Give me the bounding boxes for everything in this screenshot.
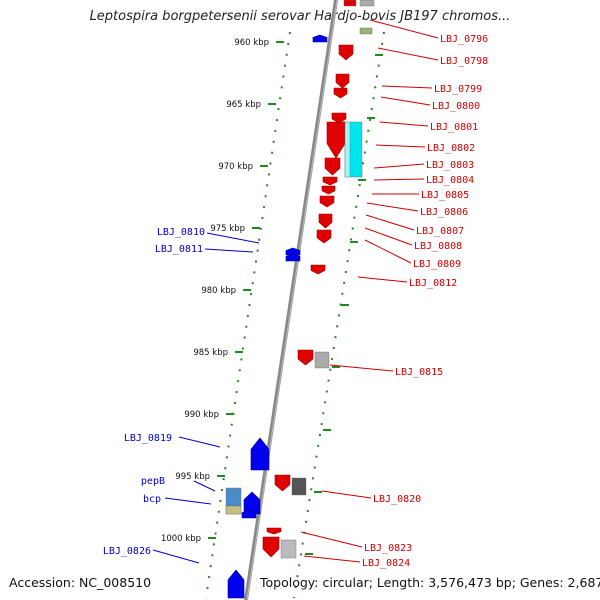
gene-label-lbj_0806[interactable]: LBJ_0806 xyxy=(420,207,468,218)
olive-feature[interactable] xyxy=(359,27,373,35)
forward-gene-arrow[interactable] xyxy=(326,121,346,159)
gene-label-lbj_0801[interactable]: LBJ_0801 xyxy=(430,122,478,133)
forward-gene-arrow[interactable] xyxy=(335,73,350,89)
forward-leader-line xyxy=(321,490,372,499)
kbp-tick-label: 960 kbp xyxy=(234,38,269,48)
gene-label-lbj_0823[interactable]: LBJ_0823 xyxy=(364,543,412,554)
forward-gene-arrow[interactable] xyxy=(266,527,282,535)
forward-leader-line xyxy=(364,227,413,246)
dark-gray-feature[interactable] xyxy=(291,477,307,496)
reverse-gene-arrow[interactable] xyxy=(312,34,328,43)
forward-leader-line xyxy=(329,364,394,372)
forward-leader-line xyxy=(375,144,426,148)
forward-gene-arrow[interactable] xyxy=(338,44,354,61)
kbp-tick-label: 990 kbp xyxy=(184,410,219,420)
gene-label-lbj_0807[interactable]: LBJ_0807 xyxy=(416,226,464,237)
gene-label-lbj_0819[interactable]: LBJ_0819 xyxy=(124,433,172,444)
forward-leader-line xyxy=(364,239,412,264)
reverse-gene-arrow[interactable] xyxy=(250,437,270,471)
reverse-leader-line xyxy=(152,549,200,564)
gray-feature[interactable] xyxy=(314,351,330,369)
forward-gene-arrow[interactable] xyxy=(321,185,336,195)
gene-label-lbj_0805[interactable]: LBJ_0805 xyxy=(421,190,469,201)
gene-label-lbj_0815[interactable]: LBJ_0815 xyxy=(395,367,443,378)
kbp-tick-label: 980 kbp xyxy=(201,286,236,296)
right-tick-track xyxy=(293,31,385,599)
map-title: Leptospira borgpetersenii serovar Hardjo… xyxy=(89,9,511,24)
gene-label-lbj_0800[interactable]: LBJ_0800 xyxy=(432,101,480,112)
left-tick-track xyxy=(205,31,291,599)
reverse-leader-line xyxy=(193,480,216,492)
forward-leader-line xyxy=(300,531,363,548)
gene-label-pepb[interactable]: pepB xyxy=(141,476,165,487)
gene-label-lbj_0799[interactable]: LBJ_0799 xyxy=(434,84,482,95)
gene-label-bcp[interactable]: bcp xyxy=(143,494,161,505)
reverse-gene-arrow[interactable] xyxy=(227,569,245,599)
gene-label-lbj_0803[interactable]: LBJ_0803 xyxy=(426,160,474,171)
forward-leader-line xyxy=(373,163,425,169)
forward-gene-arrow[interactable] xyxy=(319,195,335,208)
gene-label-lbj_0820[interactable]: LBJ_0820 xyxy=(373,494,421,505)
kbp-tick-label: 965 kbp xyxy=(226,100,261,110)
reverse-gene-arrow[interactable] xyxy=(285,253,301,262)
forward-leader-line xyxy=(366,202,419,212)
reverse-leader-line xyxy=(206,232,260,244)
gene-label-lbj_0808[interactable]: LBJ_0808 xyxy=(414,241,462,252)
gene-label-lbj_0810[interactable]: LBJ_0810 xyxy=(157,227,205,238)
reverse-leader-line xyxy=(178,436,221,448)
forward-gene-arrow[interactable] xyxy=(274,474,291,492)
reverse-gene-arrow[interactable] xyxy=(243,491,261,515)
forward-leader-line xyxy=(303,555,361,563)
forward-leader-line xyxy=(377,47,439,61)
gray-feature[interactable] xyxy=(359,0,375,7)
forward-leader-line xyxy=(381,85,433,89)
gray-feature[interactable] xyxy=(280,539,297,559)
backbone-highlight xyxy=(246,0,338,600)
gene-label-lbj_0796[interactable]: LBJ_0796 xyxy=(440,34,488,45)
kbp-tick-label: 985 kbp xyxy=(193,348,228,358)
forward-leader-line xyxy=(373,178,425,181)
kbp-tick-label: 975 kbp xyxy=(210,224,245,234)
accession-text: Accession: NC_008510 xyxy=(9,575,152,590)
forward-gene-arrow[interactable] xyxy=(331,112,347,124)
forward-leader-line xyxy=(357,276,408,283)
kbp-tick-label: 1000 kbp xyxy=(161,534,201,544)
forward-gene-arrow[interactable] xyxy=(310,264,326,275)
forward-gene-arrow[interactable] xyxy=(316,229,332,244)
forward-leader-line xyxy=(379,121,429,127)
gene-label-lbj_0804[interactable]: LBJ_0804 xyxy=(426,175,474,186)
reverse-leader-line xyxy=(164,497,212,505)
forward-leader-line xyxy=(369,19,439,39)
reverse-leader-line xyxy=(204,248,254,253)
gene-label-lbj_0809[interactable]: LBJ_0809 xyxy=(413,259,461,270)
forward-gene-arrow[interactable] xyxy=(318,213,333,229)
chromosome-backbone xyxy=(244,0,338,600)
genome-summary-text: Topology: circular; Length: 3,576,473 bp… xyxy=(260,575,600,590)
forward-gene-arrow[interactable] xyxy=(324,157,341,176)
kbp-tick-label: 995 kbp xyxy=(175,472,210,482)
gene-label-lbj_0824[interactable]: LBJ_0824 xyxy=(362,558,410,569)
tan-feature[interactable] xyxy=(225,505,242,515)
forward-leader-line xyxy=(365,214,415,231)
gene-label-lbj_0812[interactable]: LBJ_0812 xyxy=(409,278,457,289)
forward-gene-arrow[interactable] xyxy=(343,0,357,7)
forward-gene-arrow[interactable] xyxy=(333,87,348,99)
kbp-tick-label: 970 kbp xyxy=(218,162,253,172)
forward-gene-arrow[interactable] xyxy=(297,349,314,366)
gene-label-lbj_0826[interactable]: LBJ_0826 xyxy=(103,546,151,557)
gene-label-lbj_0798[interactable]: LBJ_0798 xyxy=(440,56,488,67)
forward-leader-line xyxy=(380,96,431,106)
gene-label-lbj_0802[interactable]: LBJ_0802 xyxy=(427,143,475,154)
cyan-feature-highlight[interactable] xyxy=(344,121,351,178)
gene-label-lbj_0811[interactable]: LBJ_0811 xyxy=(155,244,203,255)
forward-gene-arrow[interactable] xyxy=(322,176,338,186)
forward-gene-arrow[interactable] xyxy=(262,536,280,558)
reverse-gene-arrow[interactable] xyxy=(241,509,257,519)
